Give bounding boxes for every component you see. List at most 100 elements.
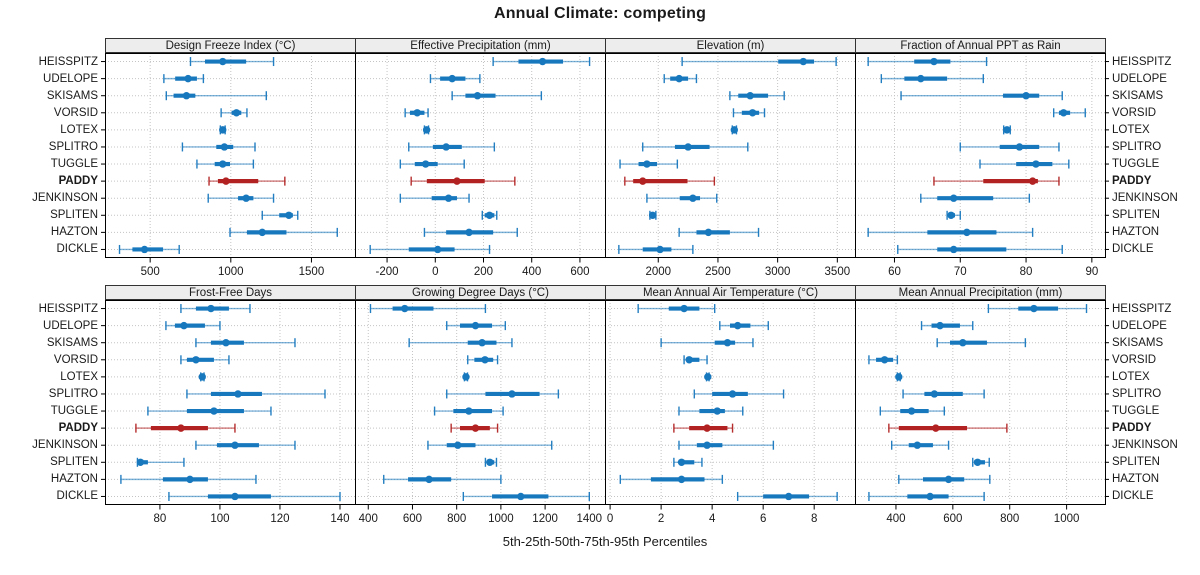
- median-dot-hazton: [944, 475, 953, 484]
- median-dot-paddy: [471, 424, 480, 432]
- median-dot-spliten: [486, 458, 494, 466]
- tick-label: 500: [141, 266, 160, 278]
- percentile-series-jenkinson: [195, 440, 296, 450]
- median-dot-jenkinson: [703, 441, 711, 449]
- percentile-series-jenkinson: [399, 193, 470, 203]
- panel-growing-degree-days-c: 400 600 800 1000 1200 1400: [355, 300, 606, 525]
- median-dot-tuggle: [643, 160, 651, 168]
- percentile-series-skisams: [900, 91, 1063, 101]
- panel-strip-mean-annual-air-temperature-c: Mean Annual Air Temperature (°C): [605, 285, 856, 300]
- site-label-right-spliten: SPLITEN: [1112, 456, 1160, 469]
- median-dot-hazton: [465, 228, 473, 237]
- site-label-left-spliten: SPLITEN: [50, 209, 98, 222]
- percentile-series-spliten: [261, 210, 299, 220]
- tick-label: 3500: [825, 266, 851, 278]
- site-label-left-paddy: PADDY: [58, 422, 98, 435]
- median-dot-lotex: [895, 373, 903, 381]
- tick-label: 80: [1020, 266, 1033, 278]
- tick-label: 60: [888, 266, 901, 278]
- median-dot-skisams: [1022, 92, 1030, 100]
- percentile-series-dickle: [168, 491, 341, 501]
- percentile-series-heisspitz: [987, 304, 1088, 314]
- tick-label: 140: [330, 513, 349, 525]
- percentile-series-hazton: [229, 227, 338, 237]
- panel-mean-annual-air-temperature-c: 0 2 4 6 8: [605, 300, 856, 525]
- median-dot-spliten: [136, 458, 145, 466]
- panel-mean-annual-precipitation-mm: 400 600 800 1000: [855, 300, 1109, 525]
- site-label-right-udelope: UDELOPE: [1112, 72, 1167, 85]
- percentile-series-vorsid: [1052, 108, 1086, 118]
- site-label-right-jenkinson: JENKINSON: [1112, 192, 1178, 205]
- site-label-left-vorsid: VORSID: [53, 353, 98, 366]
- tick-label: 1000: [1054, 513, 1080, 525]
- median-dot-udelope: [448, 74, 456, 83]
- median-dot-lotex: [1003, 126, 1011, 134]
- percentile-series-paddy: [410, 176, 516, 186]
- median-dot-udelope: [184, 74, 192, 83]
- panel-elevation-m: 2000 2500 3000 3500: [605, 53, 856, 278]
- percentile-series-tuggle: [433, 406, 504, 416]
- median-dot-hazton: [258, 228, 266, 237]
- median-dot-splitro: [234, 390, 242, 398]
- percentile-series-vorsid: [180, 355, 230, 365]
- tick-label: 400: [359, 513, 378, 525]
- percentile-series-tuggle: [979, 159, 1070, 169]
- percentile-series-hazton: [619, 474, 724, 484]
- percentile-series-jenkinson: [207, 193, 275, 203]
- percentile-series-paddy: [450, 423, 499, 433]
- median-dot-jenkinson: [689, 194, 697, 202]
- median-dot-lotex: [730, 126, 738, 134]
- percentile-series-hazton: [898, 474, 991, 484]
- tick-label: 70: [954, 266, 967, 278]
- tick-label: 400: [522, 266, 541, 278]
- percentile-series-skisams: [195, 338, 296, 348]
- median-dot-udelope: [471, 321, 480, 330]
- tick-label: 1200: [532, 513, 558, 525]
- panel-strip-effective-precipitation-mm: Effective Precipitation (mm): [355, 38, 606, 53]
- percentile-series-jenkinson: [890, 440, 950, 450]
- percentile-series-dickle: [736, 491, 838, 501]
- median-dot-splitro: [684, 143, 692, 151]
- percentile-series-heisspitz: [867, 57, 988, 67]
- tick-label: 2: [658, 513, 664, 525]
- tick-label: 600: [943, 513, 962, 525]
- median-dot-lotex: [704, 373, 712, 381]
- percentile-series-udelope: [880, 74, 984, 84]
- site-label-left-heisspitz: HEISSPITZ: [38, 55, 98, 68]
- site-label-right-spliten: SPLITEN: [1112, 209, 1160, 222]
- percentile-series-splitro: [186, 389, 326, 399]
- percentile-series-heisspitz: [492, 57, 591, 67]
- site-label-left-jenkinson: JENKINSON: [32, 439, 98, 452]
- percentile-series-paddy: [208, 176, 286, 186]
- percentile-series-vorsid: [404, 108, 429, 118]
- percentile-series-vorsid: [467, 355, 499, 365]
- percentile-series-dickle: [369, 244, 491, 254]
- median-dot-tuggle: [219, 160, 227, 168]
- median-dot-udelope: [917, 74, 925, 83]
- median-dot-lotex: [198, 373, 206, 381]
- percentile-series-skisams: [165, 91, 267, 101]
- site-label-right-tuggle: TUGGLE: [1112, 405, 1160, 418]
- percentile-series-paddy: [888, 423, 1008, 433]
- median-dot-splitro: [728, 390, 737, 398]
- percentile-series-vorsid: [868, 355, 899, 365]
- site-label-left-hazton: HAZTON: [50, 473, 98, 486]
- percentile-series-udelope: [920, 321, 974, 331]
- tick-label: 2500: [705, 266, 731, 278]
- tick-label: 100: [210, 513, 229, 525]
- percentile-series-vorsid: [732, 108, 766, 118]
- tick-label: 4: [709, 513, 716, 525]
- site-label-left-paddy: PADDY: [58, 175, 98, 188]
- percentile-series-tuggle: [196, 159, 255, 169]
- median-dot-heisspitz: [401, 304, 409, 313]
- panel-effective-precipitation-mm: -200 0 200 400 600: [355, 53, 606, 278]
- median-dot-tuggle: [1032, 160, 1040, 168]
- site-label-left-spliten: SPLITEN: [50, 456, 98, 469]
- median-dot-paddy: [932, 424, 940, 432]
- panel-design-freeze-index-c: 500 1000 1500: [101, 53, 356, 278]
- tick-label: 600: [570, 266, 589, 278]
- site-label-right-paddy: PADDY: [1112, 175, 1152, 188]
- median-dot-hazton: [677, 475, 686, 484]
- percentile-series-dickle: [868, 491, 985, 501]
- median-dot-dickle: [517, 492, 525, 501]
